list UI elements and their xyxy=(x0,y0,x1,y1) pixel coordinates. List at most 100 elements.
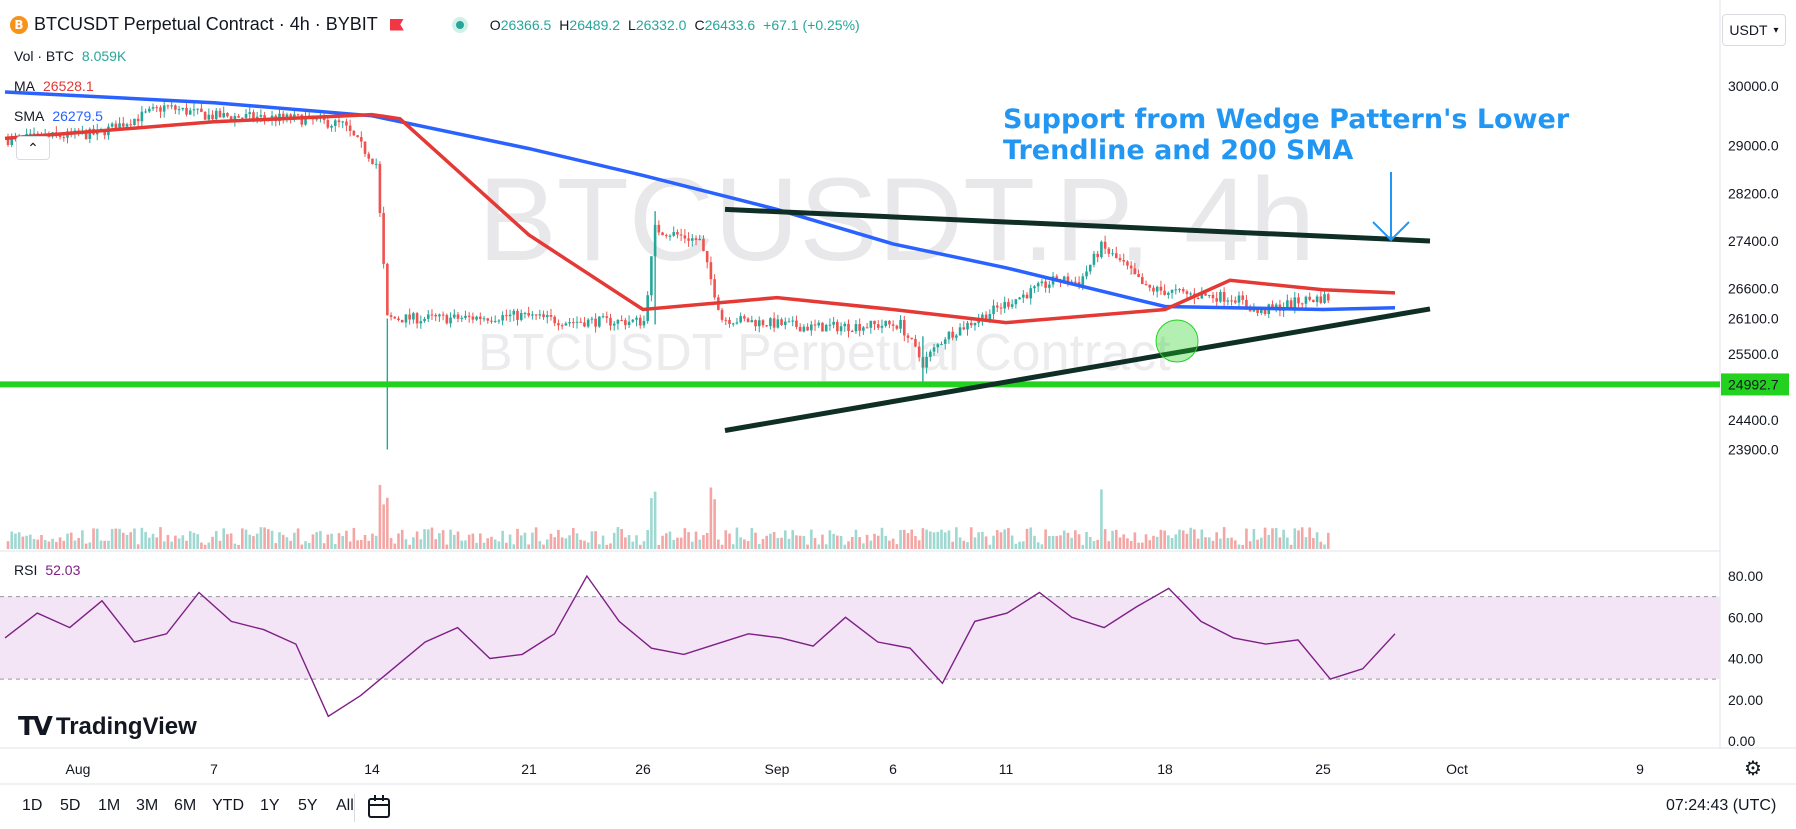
currency-select[interactable]: USDT ▾ xyxy=(1722,14,1786,46)
candle xyxy=(973,322,977,331)
volume-bar xyxy=(47,541,51,549)
volume-bar xyxy=(839,535,843,549)
candle xyxy=(162,99,166,118)
candle xyxy=(185,103,188,117)
timeframe-button[interactable]: All xyxy=(336,797,354,814)
volume-bar xyxy=(293,532,296,549)
candle xyxy=(188,107,192,116)
volume-bar xyxy=(1167,535,1170,549)
volume-bar xyxy=(1103,529,1107,549)
volume-bar xyxy=(1111,530,1114,549)
candle xyxy=(460,315,464,322)
clock[interactable]: 07:24:43 (UTC) xyxy=(1666,797,1777,814)
candle xyxy=(1286,294,1289,310)
candle xyxy=(527,306,530,318)
volume-bar xyxy=(464,540,467,549)
ma-legend[interactable]: MA 26528.1 xyxy=(14,78,94,94)
volume-bar xyxy=(270,530,274,549)
candle xyxy=(438,313,441,322)
volume-bar xyxy=(653,491,657,549)
volume-bar xyxy=(579,539,583,549)
volume-bar xyxy=(1062,530,1066,549)
candle xyxy=(609,313,612,331)
volume-bar xyxy=(255,533,259,549)
candle xyxy=(583,316,586,328)
volume-bar xyxy=(404,539,408,549)
chart-header: B BTCUSDT Perpetual Contract · 4h · BYBI… xyxy=(10,14,860,35)
time-tick-label: 9 xyxy=(1636,761,1644,777)
volume-bar xyxy=(237,544,240,549)
volume-bar xyxy=(787,538,791,549)
candle xyxy=(1204,292,1207,296)
volume-bar xyxy=(616,527,620,549)
volume-bar xyxy=(1059,535,1062,549)
candle xyxy=(6,133,10,147)
volume-bar xyxy=(326,534,330,549)
candle xyxy=(200,102,203,113)
volume-bar xyxy=(501,530,504,549)
volume-bar xyxy=(571,527,575,549)
volume-bar xyxy=(988,544,992,549)
volume-bar xyxy=(906,533,910,549)
candle xyxy=(620,315,623,322)
timeframe-button[interactable]: 1M xyxy=(98,797,121,814)
candle xyxy=(850,329,854,333)
candle xyxy=(226,112,229,118)
volume-bar xyxy=(843,544,847,549)
candle xyxy=(947,331,951,344)
calendar-icon[interactable] xyxy=(368,795,390,818)
rsi-legend[interactable]: RSI 52.03 xyxy=(14,562,81,578)
volume-bar xyxy=(821,534,824,549)
volume-bar xyxy=(1286,537,1289,549)
timeframe-button[interactable]: 6M xyxy=(174,797,197,814)
candle xyxy=(378,161,382,218)
collapse-legend-button[interactable]: ⌃ xyxy=(16,136,50,160)
volume-bar xyxy=(490,536,493,549)
candle xyxy=(862,325,865,335)
timeframe-button[interactable]: 5Y xyxy=(298,797,318,814)
time-tick-label: 11 xyxy=(999,761,1014,777)
volume-bar xyxy=(218,540,222,549)
symbol-title[interactable]: BTCUSDT Perpetual Contract · 4h · BYBIT xyxy=(34,14,378,34)
candle xyxy=(341,120,345,129)
volume-bar xyxy=(267,529,270,549)
tradingview-logo[interactable]: TV TradingView xyxy=(18,712,197,742)
timeframe-button[interactable]: 3M xyxy=(136,797,159,814)
candle xyxy=(1237,291,1241,309)
volume-legend[interactable]: Vol · BTC 8.059K xyxy=(14,48,127,64)
candle xyxy=(865,323,869,329)
axes: 30000.0 29000.0 28200.0 27400.0 26600.0 26100… xyxy=(66,78,1789,777)
candle xyxy=(151,103,155,112)
volume-bar xyxy=(940,529,943,549)
candle xyxy=(1029,284,1033,305)
volume-bar xyxy=(936,531,940,549)
volume-bar xyxy=(1077,534,1081,549)
candle xyxy=(345,118,348,132)
volume-bar xyxy=(1211,540,1215,549)
volume-bar xyxy=(144,531,147,549)
volume-bar xyxy=(783,530,787,549)
annotation-text[interactable]: Support from Wedge Pattern's Lower Trend… xyxy=(1003,104,1570,166)
candle xyxy=(687,232,690,247)
candle xyxy=(475,315,478,321)
volume-bar xyxy=(876,535,880,549)
candle xyxy=(1185,289,1189,299)
timeframe-button[interactable]: 1Y xyxy=(260,797,280,814)
timeframe-button[interactable]: YTD xyxy=(212,797,244,814)
timeframe-button[interactable]: 5D xyxy=(60,797,81,814)
volume-bar xyxy=(743,539,746,549)
rsi-tick-label: 60.00 xyxy=(1728,609,1763,625)
candle xyxy=(839,322,843,336)
timeframe-button[interactable]: 1D xyxy=(22,797,43,814)
gear-icon[interactable]: ⚙ xyxy=(1744,758,1762,780)
svg-text:24992.7: 24992.7 xyxy=(1728,376,1779,392)
volume-bar xyxy=(505,542,508,549)
candle xyxy=(374,158,378,169)
volume-bar xyxy=(720,544,724,549)
sma-legend[interactable]: SMA 26279.5 xyxy=(14,108,103,124)
volume-bar xyxy=(620,528,623,549)
flag-icon[interactable] xyxy=(389,18,404,31)
candle xyxy=(635,315,638,327)
candle xyxy=(594,313,597,333)
